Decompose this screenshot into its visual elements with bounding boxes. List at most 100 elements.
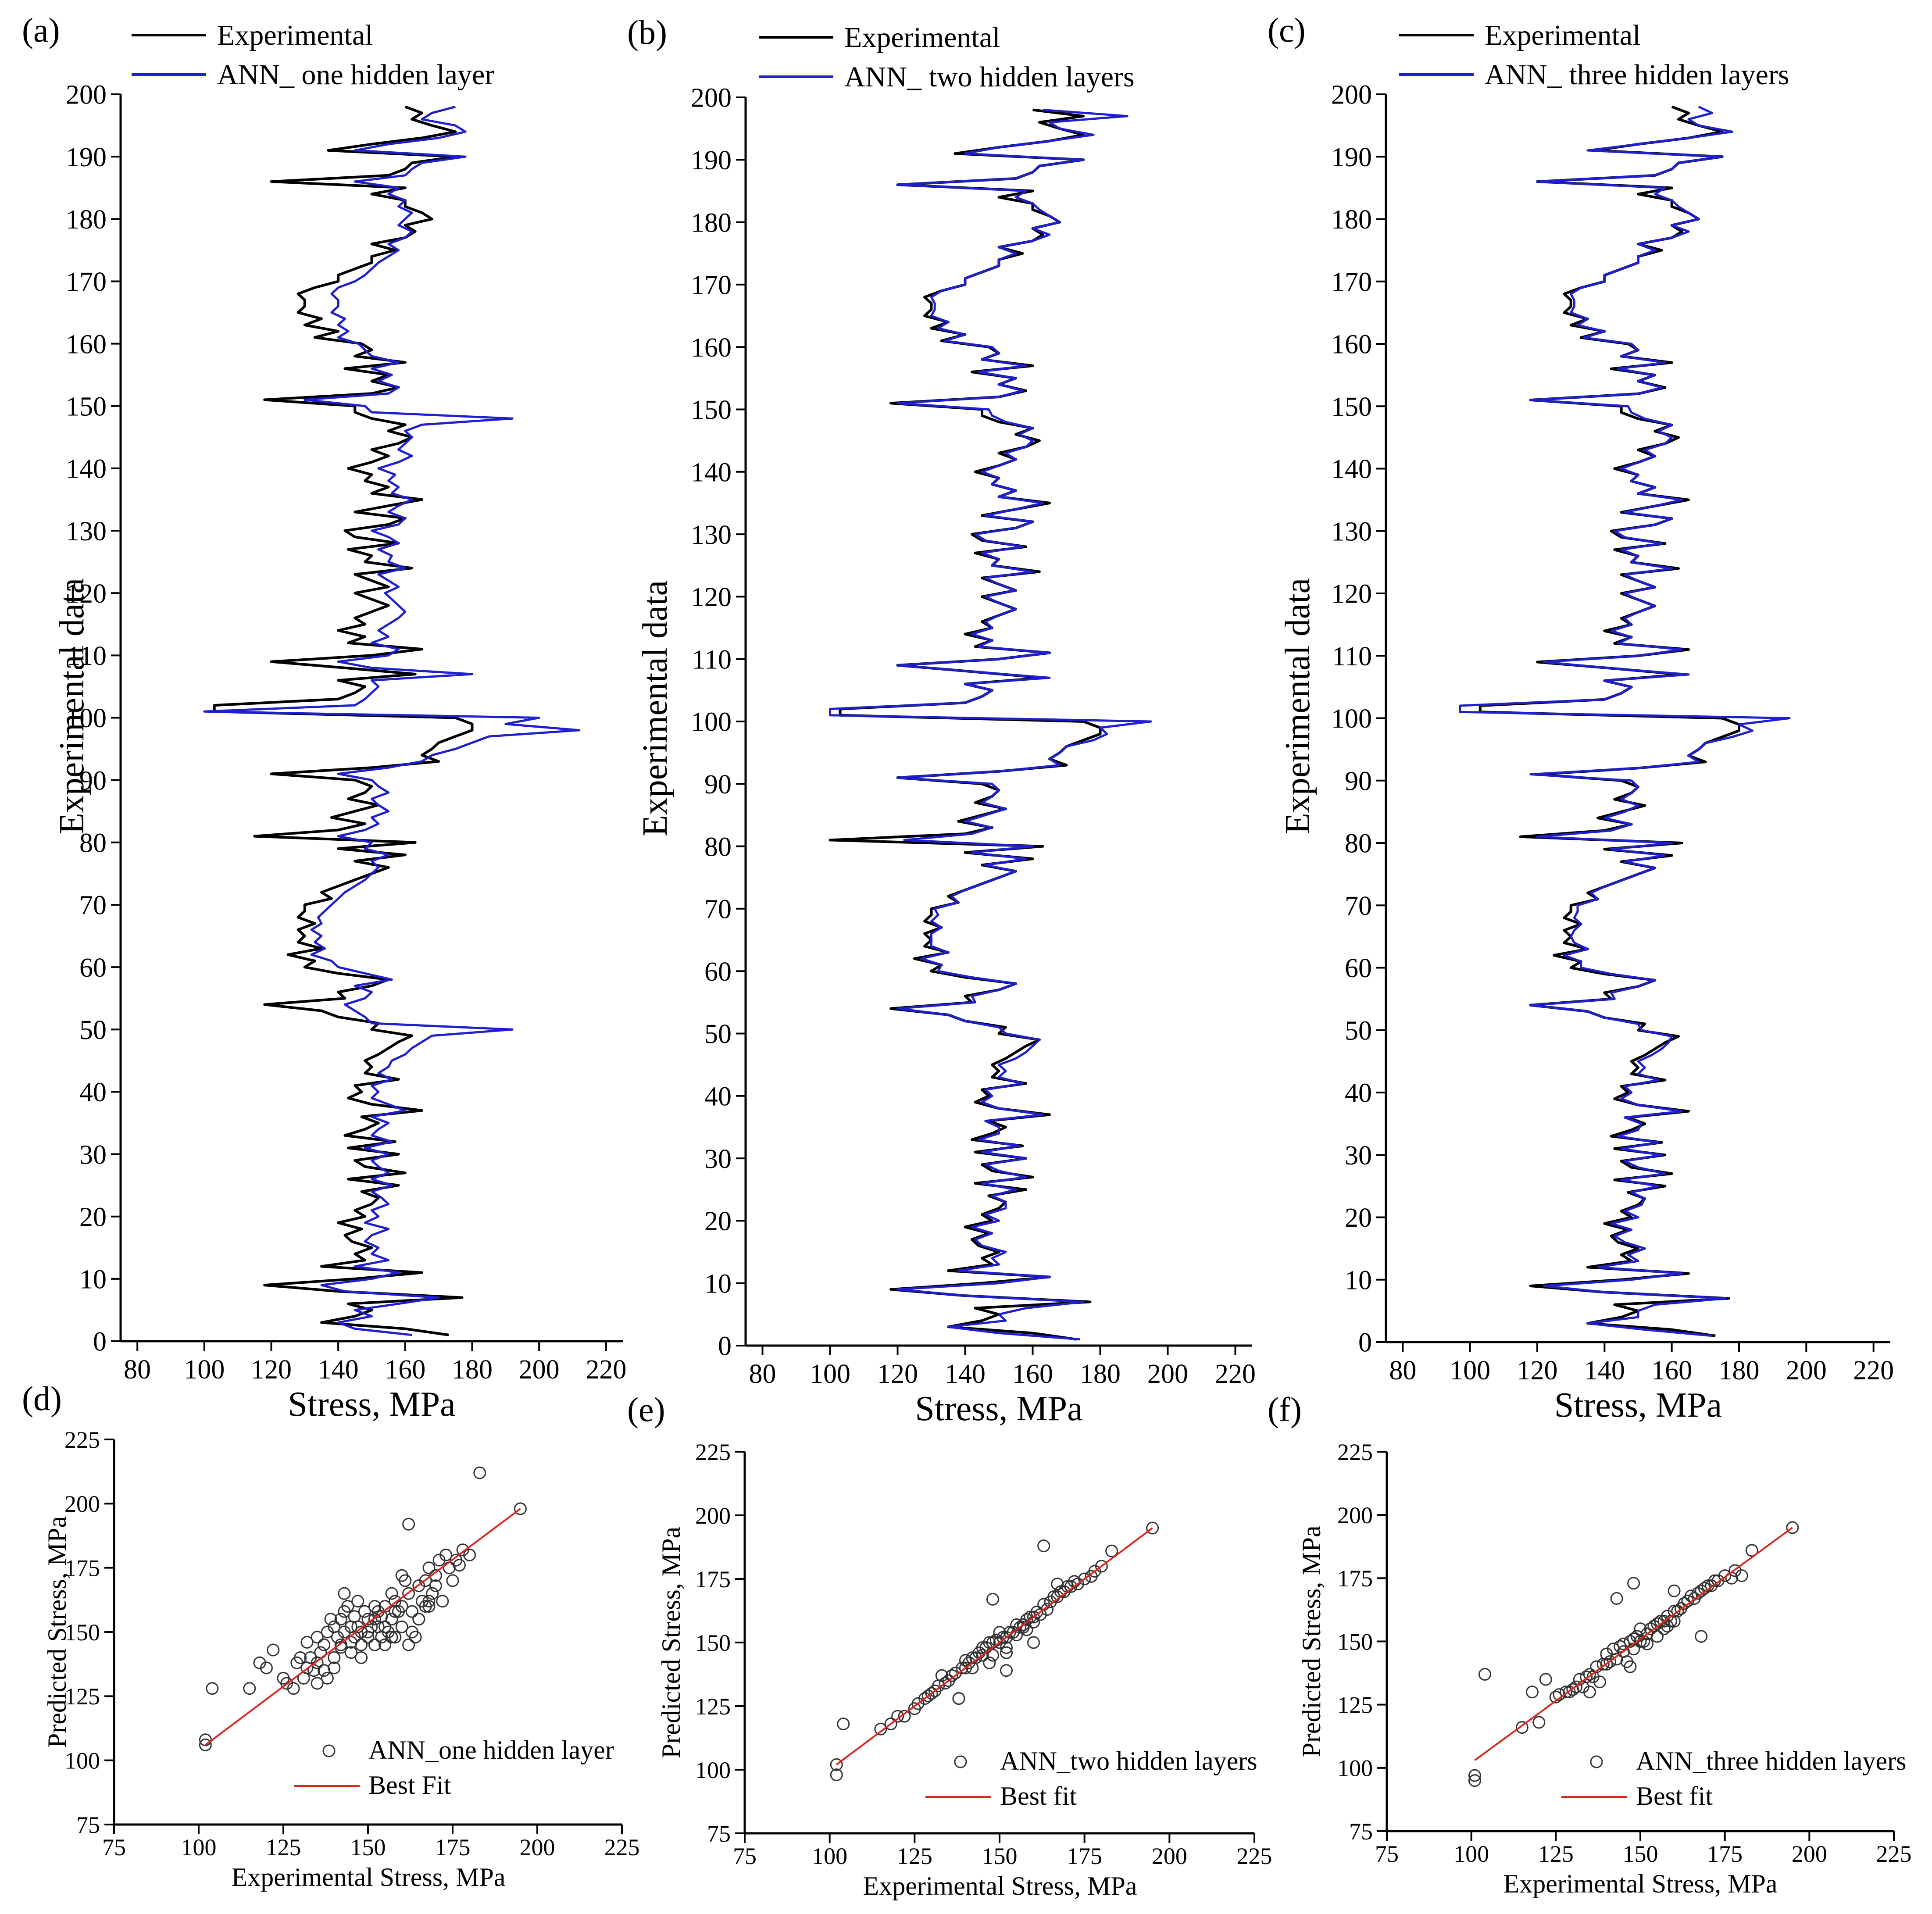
data-point bbox=[1718, 1569, 1732, 1582]
y-tick-label: 200 bbox=[1337, 1502, 1373, 1528]
y-axis-title: Experimental data bbox=[1278, 578, 1317, 834]
legend-label: Best fit bbox=[1000, 1782, 1077, 1810]
x-tick-label: 200 bbox=[1152, 1843, 1187, 1869]
y-tick-label: 90 bbox=[1345, 766, 1372, 796]
x-tick-label: 150 bbox=[982, 1843, 1018, 1869]
data-point bbox=[1640, 1637, 1653, 1650]
x-axis-title: Stress, MPa bbox=[288, 1385, 455, 1424]
data-point bbox=[1600, 1657, 1613, 1671]
legend-label: ANN_two hidden layers bbox=[1000, 1746, 1257, 1775]
data-point bbox=[1020, 1623, 1033, 1636]
data-point bbox=[830, 1758, 843, 1771]
data-point bbox=[1539, 1673, 1552, 1686]
y-tick-label: 150 bbox=[1337, 1628, 1373, 1655]
y-axis-title: Predicted Stress, MPa bbox=[43, 1516, 71, 1748]
data-point bbox=[1657, 1622, 1671, 1635]
y-tick-label: 40 bbox=[1345, 1078, 1372, 1108]
y-tick-label: 50 bbox=[1345, 1016, 1372, 1046]
data-point bbox=[514, 1502, 527, 1515]
data-point bbox=[439, 1548, 453, 1561]
x-tick-label: 220 bbox=[1215, 1359, 1256, 1389]
data-point bbox=[385, 1613, 398, 1626]
x-tick-label: 125 bbox=[897, 1843, 932, 1869]
legend-label: ANN_three hidden layers bbox=[1636, 1746, 1906, 1775]
data-point bbox=[426, 1587, 439, 1600]
data-point bbox=[395, 1569, 408, 1582]
legend-label: Experimental bbox=[844, 21, 1000, 54]
y-tick-label: 100 bbox=[1331, 704, 1372, 734]
data-point bbox=[355, 1638, 368, 1651]
y-tick-label: 170 bbox=[1331, 267, 1372, 297]
y-axis-title: Experimental data bbox=[636, 580, 675, 836]
x-axis-title: Experimental Stress, MPa bbox=[232, 1863, 506, 1892]
data-point bbox=[1580, 1670, 1593, 1683]
data-point bbox=[318, 1664, 331, 1677]
data-point bbox=[402, 1587, 415, 1600]
y-axis-title: Predicted Stress, MPa bbox=[657, 1527, 686, 1758]
x-tick-label: 200 bbox=[1147, 1359, 1188, 1389]
data-point bbox=[287, 1682, 300, 1695]
y-tick-label: 80 bbox=[1345, 829, 1372, 859]
y-tick-label: 180 bbox=[691, 208, 732, 238]
data-point bbox=[422, 1600, 436, 1613]
data-point bbox=[368, 1638, 381, 1651]
data-point bbox=[1560, 1685, 1572, 1699]
y-tick-label: 90 bbox=[79, 766, 107, 796]
data-point bbox=[358, 1605, 371, 1618]
y-tick-label: 125 bbox=[64, 1683, 100, 1710]
data-point bbox=[267, 1643, 280, 1657]
y-tick-label: 70 bbox=[79, 891, 107, 921]
x-tick-label: 220 bbox=[586, 1355, 626, 1385]
data-point bbox=[986, 1649, 999, 1662]
data-point bbox=[1105, 1544, 1118, 1557]
x-tick-label: 75 bbox=[733, 1843, 757, 1869]
panel-f: (f) 75 100 125 150 175 200 225 75 100 125 150 175 200… bbox=[1268, 1390, 1912, 1898]
data-point bbox=[1617, 1637, 1630, 1650]
y-tick-label: 0 bbox=[1358, 1328, 1372, 1358]
y-axis-title: Predicted Stress, MPa bbox=[1297, 1525, 1326, 1757]
data-point bbox=[1095, 1560, 1108, 1573]
data-point bbox=[1525, 1685, 1539, 1699]
data-point bbox=[389, 1605, 402, 1618]
y-tick-label: 160 bbox=[691, 333, 732, 363]
y-tick-label: 100 bbox=[66, 703, 107, 733]
data-point bbox=[318, 1638, 331, 1651]
legend-label: ANN_ two hidden layers bbox=[844, 61, 1135, 93]
data-point bbox=[1651, 1630, 1664, 1643]
y-tick-label: 225 bbox=[64, 1427, 100, 1453]
legend-marker bbox=[322, 1744, 336, 1757]
data-point bbox=[1468, 1774, 1481, 1787]
panel-a: (a) 80 100 120 140 160 180 200 220 0 10 20 30 40 50 60 7… bbox=[22, 11, 626, 1424]
data-point bbox=[1600, 1647, 1613, 1660]
y-tick-label: 110 bbox=[692, 645, 732, 675]
series-line-experimental bbox=[1478, 105, 1740, 1337]
legend-label: Experimental bbox=[1485, 19, 1641, 51]
data-point bbox=[1000, 1641, 1013, 1654]
y-tick-label: 20 bbox=[79, 1202, 107, 1232]
data-point bbox=[837, 1718, 850, 1731]
x-tick-label: 120 bbox=[1517, 1356, 1558, 1386]
x-tick-label: 120 bbox=[251, 1355, 292, 1385]
y-tick-label: 130 bbox=[1331, 517, 1372, 546]
y-tick-label: 150 bbox=[1331, 392, 1372, 422]
data-point bbox=[361, 1625, 375, 1639]
series-line-ann bbox=[1459, 106, 1791, 1337]
x-tick-label: 180 bbox=[452, 1355, 493, 1385]
panel-d: (d) 75 100 125 150 175 200 225 75 100 125 150 175 200… bbox=[22, 1379, 640, 1892]
data-point bbox=[830, 1768, 843, 1782]
x-tick-label: 75 bbox=[102, 1834, 126, 1860]
legend-label: ANN_ one hidden layer bbox=[217, 59, 494, 91]
panel-c: (c) 80 100 120 140 160 180 200 220 0 10 20 30 40 50 60 7… bbox=[1268, 11, 1894, 1425]
x-tick-label: 100 bbox=[812, 1843, 847, 1869]
data-point bbox=[405, 1605, 418, 1618]
data-point bbox=[1146, 1521, 1159, 1535]
y-tick-label: 170 bbox=[66, 267, 107, 297]
data-point bbox=[351, 1595, 364, 1608]
data-point bbox=[385, 1587, 398, 1600]
data-point bbox=[463, 1548, 476, 1561]
data-point bbox=[321, 1671, 334, 1685]
y-tick-label: 125 bbox=[695, 1693, 731, 1720]
y-axis-title: Experimental data bbox=[53, 578, 91, 834]
x-tick-label: 150 bbox=[350, 1834, 386, 1860]
x-tick-label: 225 bbox=[1876, 1841, 1912, 1867]
